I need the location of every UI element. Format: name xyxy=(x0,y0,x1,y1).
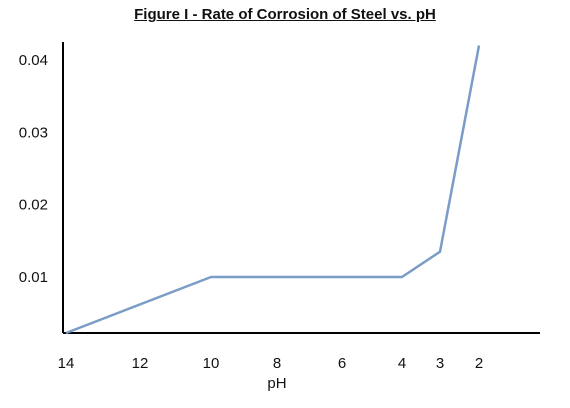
x-axis-ticks: 14 12 10 8 6 4 3 2 xyxy=(58,355,484,372)
x-tick-label: 4 xyxy=(398,355,406,372)
y-tick-label: 0.02 xyxy=(19,197,48,214)
x-tick-label: 2 xyxy=(475,355,483,372)
x-tick-label: 3 xyxy=(436,355,444,372)
x-axis-label: pH xyxy=(267,375,286,392)
x-tick-label: 14 xyxy=(58,355,75,372)
y-axis-ticks: 0.01 0.02 0.03 0.04 xyxy=(19,52,48,286)
x-tick-label: 10 xyxy=(203,355,220,372)
x-tick-label: 6 xyxy=(338,355,346,372)
series-line xyxy=(65,45,481,335)
y-tick-label: 0.01 xyxy=(19,269,48,286)
x-tick-label: 8 xyxy=(273,355,281,372)
chart-title: Figure I - Rate of Corrosion of Steel vs… xyxy=(134,6,436,23)
y-tick-label: 0.04 xyxy=(19,52,48,69)
x-tick-label: 12 xyxy=(132,355,149,372)
y-tick-label: 0.03 xyxy=(19,124,48,141)
